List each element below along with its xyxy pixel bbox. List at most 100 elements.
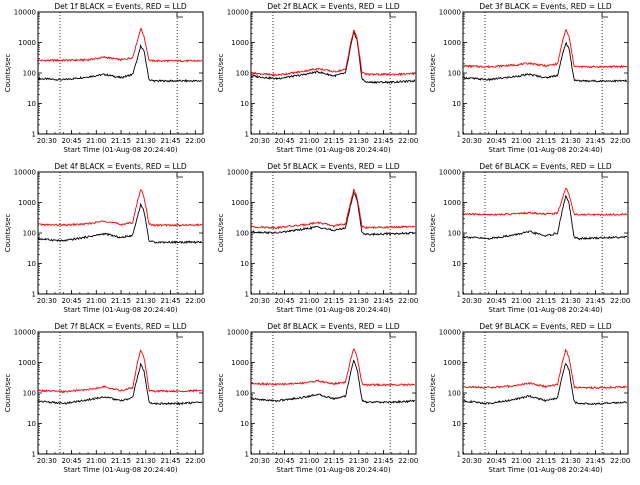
det6-panel: Det 6f BLACK = Events, RED = LLD 1 10 100 10…: [429, 162, 630, 314]
det8-series-lld: [251, 348, 416, 387]
det6-xtick-label: 21:45: [585, 297, 605, 305]
det5-ytick-label: 1: [245, 291, 249, 299]
det5-series-lld: [251, 188, 416, 230]
det5-ytick-label: 10000: [227, 169, 249, 177]
det1-xtick-label: 21:30: [136, 137, 156, 145]
det2-xtick-label: 20:30: [250, 137, 270, 145]
det1-xtick-label: 20:30: [37, 137, 57, 145]
det7-xtick-label: 21:00: [86, 457, 106, 465]
det7-xtick-label: 21:15: [111, 457, 131, 465]
det8-xtick-label: 20:45: [274, 457, 294, 465]
det2-xtick-label: 21:15: [324, 137, 344, 145]
det4-title: Det 4f BLACK = Events, RED = LLD: [54, 162, 187, 171]
det4-ytick-label: 1000: [18, 199, 36, 207]
det4-panel: Det 4f BLACK = Events, RED = LLD 1 10 100 10…: [4, 162, 205, 314]
det7-ytick-label: 1000: [18, 359, 36, 367]
det8-xtick-label: 21:00: [299, 457, 319, 465]
det6-xtick-label: 21:15: [536, 297, 556, 305]
det9-series-events: [463, 363, 628, 406]
det8-series-events: [251, 359, 416, 404]
det3-xtick-label: 20:45: [486, 137, 506, 145]
det7-series-events: [38, 362, 203, 406]
det6-corner-mark: [601, 173, 608, 178]
det3-ytick-label: 1000: [443, 39, 461, 47]
det6-series-lld: [463, 187, 628, 217]
det2-frame: [250, 11, 417, 135]
det6-title: Det 6f BLACK = Events, RED = LLD: [479, 162, 612, 171]
det8-xlabel: Start Time (01-Aug-08 20:24:40): [276, 466, 390, 474]
det4-xtick-label: 21:45: [160, 297, 180, 305]
det3-xtick-label: 21:45: [585, 137, 605, 145]
det6-ytick-label: 1: [457, 291, 461, 299]
det2-ylabel: Counts/sec: [217, 54, 225, 93]
det9-xtick-label: 20:45: [486, 457, 506, 465]
det9-title: Det 9f BLACK = Events, RED = LLD: [479, 322, 612, 331]
det4-series-lld: [38, 189, 203, 228]
det5-ytick-label: 100: [236, 230, 249, 238]
det3-panel: Det 3f BLACK = Events, RED = LLD 1 10 100 10…: [429, 2, 630, 154]
det1-frame: [37, 11, 204, 135]
det8-xtick-label: 22:00: [398, 457, 418, 465]
det4-ylabel: Counts/sec: [4, 214, 12, 253]
det3-ylabel: Counts/sec: [429, 54, 437, 93]
det7-frame: [37, 331, 204, 455]
det3-ytick-label: 10000: [439, 9, 461, 17]
det2-title: Det 2f BLACK = Events, RED = LLD: [267, 2, 400, 11]
det8-title: Det 8f BLACK = Events, RED = LLD: [267, 322, 400, 331]
det2-panel: Det 2f BLACK = Events, RED = LLD 1 10 100 10…: [217, 2, 418, 154]
det2-ytick-label: 10000: [227, 9, 249, 17]
det5-xtick-label: 22:00: [398, 297, 418, 305]
det5-ytick-label: 10: [240, 260, 249, 268]
det7-panel: Det 7f BLACK = Events, RED = LLD 1 10 100 10…: [4, 322, 205, 474]
det5-ylabel: Counts/sec: [217, 214, 225, 253]
det2-xtick-label: 20:45: [274, 137, 294, 145]
det1-series-events: [38, 43, 203, 83]
det5-xtick-label: 21:30: [349, 297, 369, 305]
det9-corner-mark: [601, 333, 608, 338]
det8-corner-mark: [389, 333, 396, 338]
det3-series-lld: [463, 29, 628, 69]
det5-xtick-label: 20:30: [250, 297, 270, 305]
det1-ytick-label: 10: [27, 100, 36, 108]
det2-ytick-label: 100: [236, 70, 249, 78]
det4-xtick-label: 20:30: [37, 297, 57, 305]
det7-xtick-label: 21:30: [136, 457, 156, 465]
det4-ytick-label: 1: [32, 291, 36, 299]
det5-series-events: [251, 190, 416, 237]
det2-xtick-label: 21:30: [349, 137, 369, 145]
det7-ytick-label: 10000: [14, 329, 36, 337]
det7-xtick-label: 20:30: [37, 457, 57, 465]
det8-ytick-label: 10: [240, 420, 249, 428]
det3-xlabel: Start Time (01-Aug-08 20:24:40): [488, 146, 602, 154]
det7-xtick-label: 20:45: [61, 457, 81, 465]
det5-corner-mark: [389, 173, 396, 178]
det3-series-events: [463, 41, 628, 83]
det1-xtick-label: 22:00: [185, 137, 205, 145]
det4-ytick-label: 10000: [14, 169, 36, 177]
det9-xtick-label: 22:00: [610, 457, 630, 465]
det3-frame: [462, 11, 629, 135]
det7-ylabel: Counts/sec: [4, 374, 12, 413]
det2-xlabel: Start Time (01-Aug-08 20:24:40): [276, 146, 390, 154]
det8-panel: Det 8f BLACK = Events, RED = LLD 1 10 100 10…: [217, 322, 418, 474]
det7-ytick-label: 10: [27, 420, 36, 428]
det7-ytick-label: 100: [23, 390, 36, 398]
det4-xtick-label: 22:00: [185, 297, 205, 305]
det6-ytick-label: 10: [452, 260, 461, 268]
det6-xlabel: Start Time (01-Aug-08 20:24:40): [488, 306, 602, 314]
det4-xtick-label: 20:45: [61, 297, 81, 305]
det1-xtick-label: 21:45: [160, 137, 180, 145]
det8-frame: [250, 331, 417, 455]
det9-xtick-label: 21:00: [511, 457, 531, 465]
det5-xtick-label: 21:15: [324, 297, 344, 305]
det2-ytick-label: 1: [245, 131, 249, 139]
det4-ytick-label: 100: [23, 230, 36, 238]
det3-xtick-label: 21:15: [536, 137, 556, 145]
det9-panel: Det 9f BLACK = Events, RED = LLD 1 10 100 10…: [429, 322, 630, 474]
det7-corner-mark: [176, 333, 183, 338]
det6-xtick-label: 21:30: [561, 297, 581, 305]
det6-series-events: [463, 194, 628, 241]
det3-xtick-label: 21:30: [561, 137, 581, 145]
det8-ytick-label: 1: [245, 451, 249, 459]
det2-xtick-label: 21:00: [299, 137, 319, 145]
